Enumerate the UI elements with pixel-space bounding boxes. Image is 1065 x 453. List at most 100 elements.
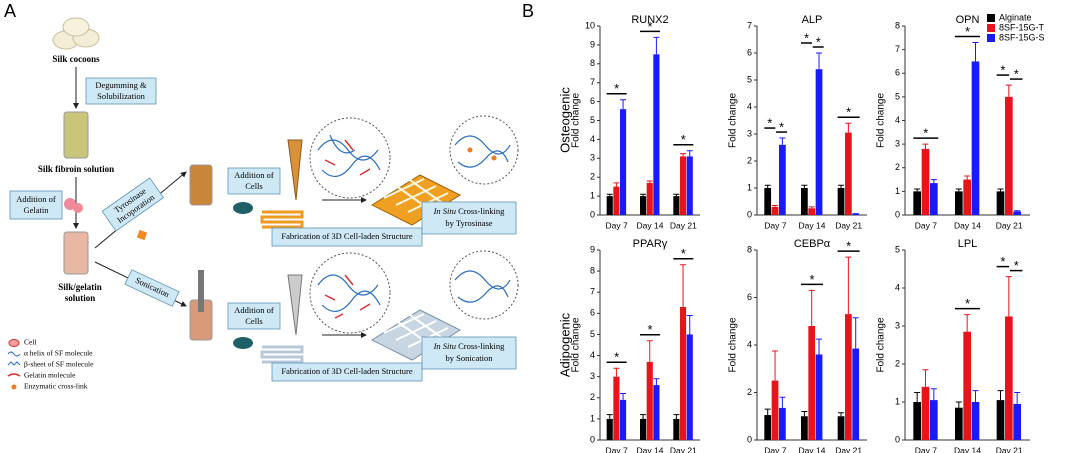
error-bar xyxy=(620,393,627,400)
error-bar xyxy=(613,182,620,187)
significance-mark: * xyxy=(846,239,851,254)
y-tick-label: 0 xyxy=(895,209,900,219)
zoom-circle xyxy=(449,250,519,320)
legend-icon xyxy=(11,384,17,390)
x-tick-label: Day 7 xyxy=(915,220,937,230)
x-tick-label: Day 7 xyxy=(764,445,786,453)
bar xyxy=(815,69,823,215)
legend-swatch xyxy=(987,24,995,32)
step-text: by Tyrosinase xyxy=(445,218,492,228)
significance-mark: * xyxy=(647,322,652,337)
error-bar xyxy=(808,206,815,209)
error-bar xyxy=(914,392,921,402)
bar xyxy=(680,156,687,215)
step-text: Gelatin xyxy=(23,205,49,215)
y-tick-label: 6 xyxy=(747,47,752,57)
y-axis-label: Fold change xyxy=(571,317,582,372)
significance-mark: * xyxy=(767,115,772,130)
bar xyxy=(646,182,653,215)
y-axis-label: Fold change xyxy=(876,93,887,148)
bar xyxy=(653,54,660,215)
bar xyxy=(921,386,930,440)
label: solution xyxy=(65,293,96,303)
step-box xyxy=(124,269,180,307)
legend-label: 8SF-15G-T xyxy=(999,22,1045,32)
error-bar xyxy=(680,264,687,307)
bar xyxy=(930,183,938,215)
bar xyxy=(852,348,860,440)
error-bar xyxy=(646,340,653,362)
step-box xyxy=(101,177,165,232)
bar xyxy=(971,61,980,215)
bar xyxy=(913,191,921,215)
enzyme-icon xyxy=(136,229,148,241)
chart-title: LPL xyxy=(958,238,978,250)
error-bar xyxy=(653,36,660,55)
y-tick-label: 6 xyxy=(590,308,595,318)
step-box xyxy=(227,167,281,195)
bar xyxy=(653,385,660,440)
bar xyxy=(606,196,613,215)
chart-title: PPARγ xyxy=(633,238,668,250)
bar xyxy=(808,208,816,215)
crosslink-icon xyxy=(467,147,473,153)
legend-icon xyxy=(7,361,21,366)
significance-mark: * xyxy=(1000,63,1005,78)
y-tick-label: 4 xyxy=(590,350,595,360)
error-bar xyxy=(620,99,627,110)
y-tick-label: 4 xyxy=(895,282,900,292)
step: Sonication xyxy=(124,269,180,307)
vial xyxy=(189,164,213,206)
molecule xyxy=(454,135,511,168)
bar xyxy=(801,188,808,215)
error-bar xyxy=(997,390,1004,401)
step-text: Fabrication of 3D Cell-laden Structure xyxy=(281,231,412,241)
error-bar xyxy=(972,390,979,402)
error-bar xyxy=(922,369,929,387)
bar xyxy=(680,307,687,440)
bar xyxy=(613,376,620,440)
legend-swatch xyxy=(987,34,995,42)
y-tick-label: 9 xyxy=(590,39,595,49)
error-bar xyxy=(845,122,852,133)
bar xyxy=(771,206,779,215)
label: Silk fibroin solution xyxy=(38,164,114,174)
y-tick-label: 3 xyxy=(895,320,900,330)
zoom-circle xyxy=(449,115,519,185)
error-bar xyxy=(1014,392,1021,404)
bar xyxy=(673,418,680,440)
error-bar xyxy=(852,317,859,349)
y-tick-label: 4 xyxy=(590,134,595,144)
bar xyxy=(913,402,921,440)
step-text: Addition of xyxy=(234,305,274,315)
significance-mark: * xyxy=(816,34,821,49)
row-label: Osteogenic xyxy=(557,87,572,153)
error-bar xyxy=(808,289,815,326)
error-bar xyxy=(838,184,845,188)
bar xyxy=(1005,316,1013,440)
x-tick-label: Day 7 xyxy=(606,445,628,453)
y-tick-label: 1 xyxy=(895,396,900,406)
y-axis-label: Fold change xyxy=(571,93,582,148)
error-bar xyxy=(914,188,921,192)
significance-mark: * xyxy=(614,350,619,365)
vial xyxy=(63,111,89,159)
error-bar xyxy=(816,338,823,355)
step-text: Addition of xyxy=(16,194,56,204)
legend-icon xyxy=(8,339,20,347)
step-box xyxy=(271,227,423,247)
y-tick-label: 2 xyxy=(895,358,900,368)
step-text: In Situ xyxy=(433,341,456,351)
bar xyxy=(1013,211,1021,215)
y-tick-label: 1 xyxy=(590,413,595,423)
bar xyxy=(779,407,786,440)
y-tick-label: 2 xyxy=(747,155,752,165)
error-bar xyxy=(964,314,971,332)
bar xyxy=(837,188,845,215)
step-text: Fabrication of 3D Cell-laden Structure xyxy=(281,366,412,376)
legend-label: 8SF-15G-S xyxy=(999,32,1045,42)
step-box xyxy=(227,302,281,330)
bar xyxy=(845,132,852,215)
bar xyxy=(606,418,613,440)
